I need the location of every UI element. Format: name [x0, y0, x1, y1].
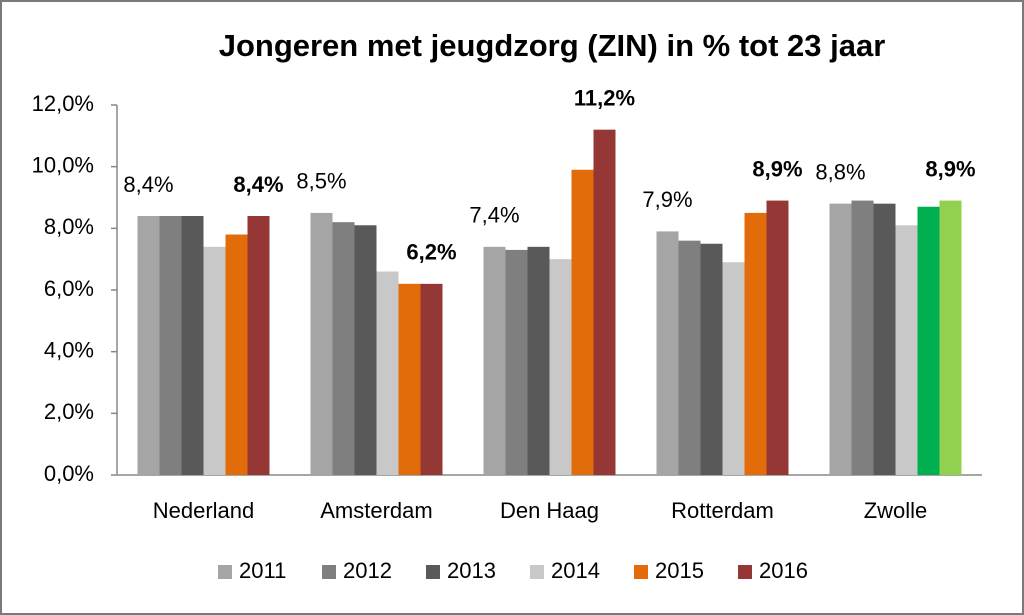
bar — [895, 225, 918, 475]
bar — [181, 216, 204, 475]
bar — [744, 212, 767, 475]
x-tick-label: Rotterdam — [671, 498, 774, 523]
y-tick-label: 12,0% — [32, 91, 94, 116]
legend-label: 2015 — [655, 558, 704, 583]
bar — [376, 271, 399, 475]
bar — [700, 243, 723, 475]
y-tick-label: 10,0% — [32, 152, 94, 177]
legend-swatch — [530, 565, 544, 579]
bar — [225, 234, 248, 475]
y-tick-label: 0,0% — [44, 461, 94, 486]
data-label: 8,4% — [123, 172, 173, 197]
bar — [917, 206, 940, 475]
bar — [851, 200, 874, 476]
x-tick-label: Amsterdam — [320, 498, 432, 523]
bar — [527, 246, 550, 475]
x-tick-label: Zwolle — [864, 498, 928, 523]
bar — [310, 212, 333, 475]
data-label: 6,2% — [406, 240, 456, 265]
legend-label: 2012 — [343, 558, 392, 583]
bar — [505, 249, 528, 475]
legend-swatch — [218, 565, 232, 579]
legend-label: 2011 — [239, 558, 286, 583]
bar — [203, 246, 226, 475]
data-label: 8,8% — [815, 159, 865, 184]
chart-title: Jongeren met jeugdzorg (ZIN) in % tot 23… — [219, 28, 886, 63]
legend-swatch — [322, 565, 336, 579]
bar — [593, 129, 616, 475]
bar — [137, 216, 160, 475]
data-label: 7,9% — [642, 187, 692, 212]
data-label: 7,4% — [469, 203, 519, 228]
y-tick-label: 8,0% — [44, 214, 94, 239]
x-tick-label: Nederland — [153, 498, 255, 523]
data-label: 11,2% — [574, 85, 635, 110]
x-tick-label: Den Haag — [500, 498, 599, 523]
bar — [829, 203, 852, 475]
bar — [939, 200, 962, 476]
legend-swatch — [634, 565, 648, 579]
bar — [332, 222, 355, 475]
bar — [159, 216, 182, 475]
legend-swatch — [426, 565, 440, 579]
legend-label: 2014 — [551, 558, 600, 583]
bar — [247, 216, 270, 475]
data-label: 8,9% — [925, 156, 975, 181]
data-label: 8,9% — [752, 156, 802, 181]
y-tick-label: 4,0% — [44, 337, 94, 362]
y-tick-label: 2,0% — [44, 399, 94, 424]
bar — [656, 231, 679, 475]
legend-swatch — [738, 565, 752, 579]
legend-label: 2016 — [759, 558, 808, 583]
data-label: 8,5% — [296, 169, 346, 194]
bar — [873, 203, 896, 475]
bar — [722, 262, 745, 475]
bar — [398, 283, 421, 475]
y-tick-label: 6,0% — [44, 276, 94, 301]
bar — [354, 225, 377, 475]
bar — [766, 200, 789, 476]
bar — [678, 240, 701, 475]
bar — [420, 283, 443, 475]
bar — [571, 169, 594, 475]
bar — [483, 246, 506, 475]
data-label: 8,4% — [233, 172, 283, 197]
bar — [549, 259, 572, 475]
legend-label: 2013 — [447, 558, 496, 583]
